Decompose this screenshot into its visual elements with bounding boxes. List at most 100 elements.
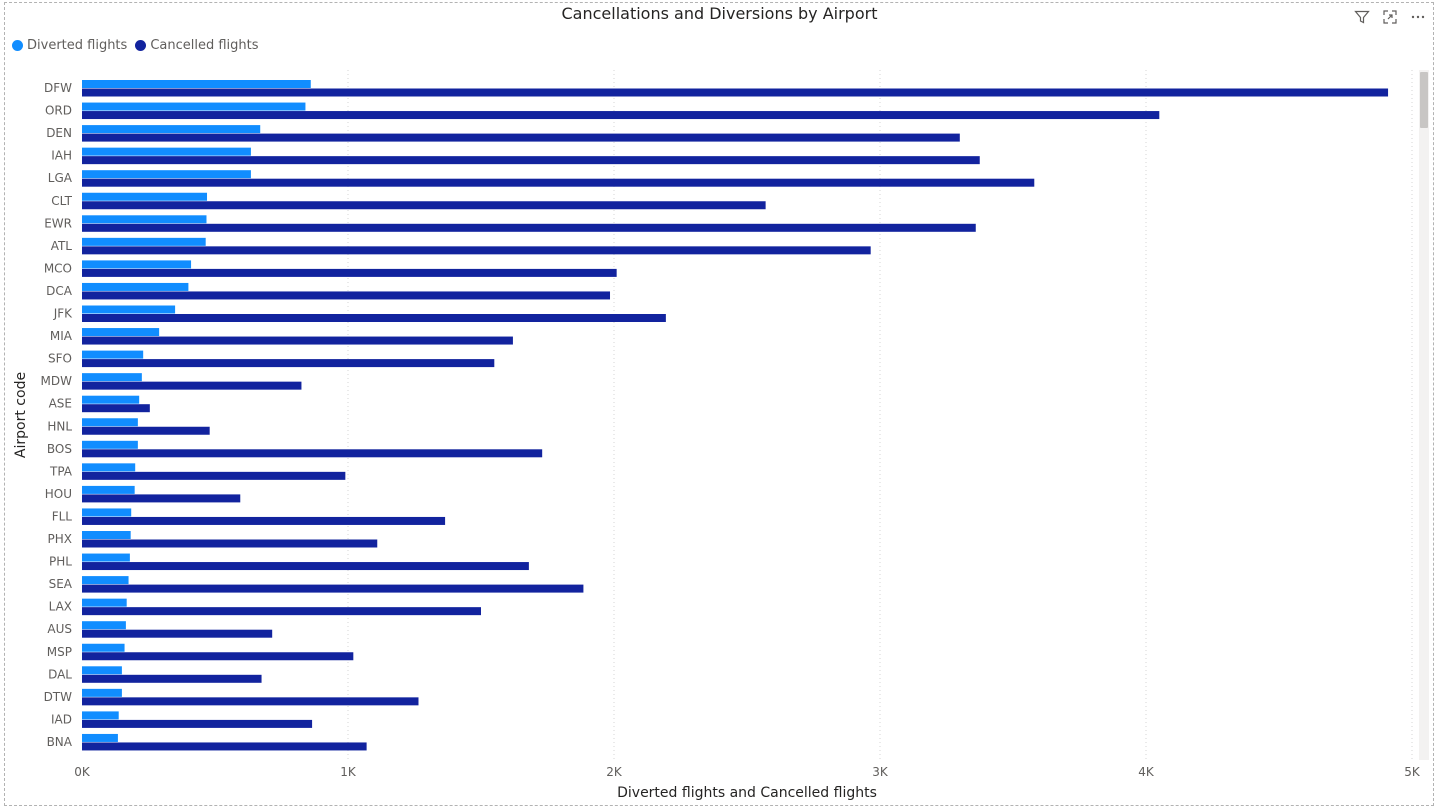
- legend-dot-diverted: [12, 40, 23, 51]
- bar-cancelled[interactable]: [82, 314, 666, 322]
- y-tick-label: MCO: [44, 261, 72, 275]
- bar-cancelled[interactable]: [82, 562, 529, 571]
- bar-cancelled[interactable]: [82, 404, 150, 413]
- bar-diverted[interactable]: [82, 395, 140, 404]
- bar-cancelled[interactable]: [82, 359, 495, 368]
- bar-diverted[interactable]: [82, 80, 311, 88]
- bar-cancelled[interactable]: [82, 268, 617, 277]
- bar-diverted[interactable]: [82, 305, 176, 314]
- y-tick-label: BOS: [47, 442, 72, 456]
- legend-item-cancelled[interactable]: Cancelled flights: [135, 38, 259, 53]
- bar-diverted[interactable]: [82, 576, 129, 585]
- bar-diverted[interactable]: [82, 260, 192, 269]
- bar-diverted[interactable]: [82, 418, 138, 427]
- legend-label-diverted: Diverted flights: [27, 38, 128, 53]
- bar-cancelled[interactable]: [82, 449, 543, 458]
- y-tick-label: MDW: [41, 374, 73, 388]
- bar-cancelled[interactable]: [82, 516, 446, 525]
- bar-cancelled[interactable]: [82, 584, 584, 593]
- bar-diverted[interactable]: [82, 237, 206, 246]
- bar-diverted[interactable]: [82, 170, 251, 179]
- bar-cancelled[interactable]: [82, 742, 367, 751]
- x-tick-label: 4K: [1138, 765, 1155, 779]
- y-tick-label: DTW: [44, 690, 73, 704]
- bar-diverted[interactable]: [82, 485, 135, 494]
- y-tick-label: FLL: [52, 509, 73, 523]
- bar-cancelled[interactable]: [82, 178, 1035, 187]
- bar-cancelled[interactable]: [82, 88, 1389, 97]
- bar-diverted[interactable]: [82, 531, 131, 539]
- bar-diverted[interactable]: [82, 508, 132, 517]
- y-tick-label: HOU: [45, 487, 72, 501]
- visual-container: [4, 2, 1434, 806]
- y-tick-label: DFW: [44, 81, 72, 95]
- bar-cancelled[interactable]: [82, 201, 766, 210]
- bar-cancelled[interactable]: [82, 539, 378, 548]
- bar-diverted[interactable]: [82, 102, 306, 111]
- y-tick-label: ATL: [51, 239, 73, 253]
- bar-diverted[interactable]: [82, 350, 144, 359]
- legend-item-diverted[interactable]: Diverted flights: [12, 38, 127, 53]
- bar-cancelled[interactable]: [82, 652, 354, 661]
- bar-diverted[interactable]: [82, 463, 136, 472]
- bar-cancelled[interactable]: [82, 607, 481, 616]
- y-tick-label: EWR: [44, 216, 72, 230]
- y-tick-label: LGA: [48, 171, 73, 185]
- visual-header: [1353, 8, 1427, 26]
- bar-cancelled[interactable]: [82, 156, 980, 165]
- bar-cancelled[interactable]: [82, 471, 346, 480]
- x-tick-label: 2K: [606, 765, 623, 779]
- y-tick-label: SFO: [48, 352, 72, 366]
- vertical-scrollbar[interactable]: [1419, 70, 1429, 760]
- y-tick-label: IAD: [51, 712, 72, 726]
- bar-cancelled[interactable]: [82, 291, 611, 300]
- bar-diverted[interactable]: [82, 553, 130, 562]
- bar-cancelled[interactable]: [82, 719, 313, 728]
- gridlines: [347, 70, 1413, 760]
- bar-cancelled[interactable]: [82, 381, 302, 390]
- bar-diverted[interactable]: [82, 373, 142, 382]
- bar-diverted[interactable]: [82, 328, 160, 337]
- focus-mode-icon[interactable]: [1381, 8, 1399, 26]
- y-tick-label: MIA: [50, 329, 73, 343]
- bar-diverted[interactable]: [82, 688, 122, 697]
- bar-diverted[interactable]: [82, 666, 122, 675]
- scrollbar-thumb[interactable]: [1420, 72, 1428, 128]
- bar-diverted[interactable]: [82, 643, 125, 652]
- bar-diverted[interactable]: [82, 125, 261, 134]
- bar-cancelled[interactable]: [82, 246, 871, 255]
- bar-cancelled[interactable]: [82, 629, 273, 638]
- bar-cancelled[interactable]: [82, 111, 1160, 120]
- x-axis-tick-labels: 0K 1K 2K 3K 4K 5K: [74, 765, 1421, 779]
- bar-cancelled[interactable]: [82, 426, 210, 435]
- y-tick-label: PHL: [49, 555, 72, 569]
- bar-cancelled[interactable]: [82, 697, 419, 706]
- filter-icon[interactable]: [1353, 8, 1371, 26]
- legend: Diverted flights Cancelled flights: [12, 38, 259, 53]
- bar-diverted[interactable]: [82, 440, 138, 449]
- bar-diverted[interactable]: [82, 621, 126, 630]
- bar-cancelled[interactable]: [82, 494, 241, 503]
- bar-diverted[interactable]: [82, 147, 251, 156]
- bar-diverted[interactable]: [82, 598, 127, 607]
- bar-diverted[interactable]: [82, 282, 189, 291]
- y-tick-label: IAH: [51, 149, 72, 163]
- y-tick-label: PHX: [48, 532, 72, 546]
- bar-cancelled[interactable]: [82, 674, 262, 683]
- y-axis-tick-labels: DFW ORD DEN IAH LGA CLT EWR ATL MCO DCA JFK MIA SFO M…: [41, 81, 74, 749]
- bar-diverted[interactable]: [82, 192, 208, 201]
- y-tick-label: CLT: [51, 194, 72, 208]
- y-tick-label: MSP: [47, 645, 72, 659]
- bar-diverted[interactable]: [82, 215, 207, 224]
- bar-diverted[interactable]: [82, 733, 118, 742]
- bar-cancelled[interactable]: [82, 133, 960, 142]
- more-options-icon[interactable]: [1409, 8, 1427, 26]
- bars: [82, 80, 1389, 751]
- legend-dot-cancelled: [135, 40, 147, 51]
- bar-cancelled[interactable]: [82, 223, 976, 232]
- bar-cancelled[interactable]: [82, 336, 513, 345]
- bar-diverted[interactable]: [82, 711, 119, 720]
- y-tick-label: AUS: [47, 622, 72, 636]
- x-axis-title: Diverted flights and Cancelled flights: [617, 785, 877, 801]
